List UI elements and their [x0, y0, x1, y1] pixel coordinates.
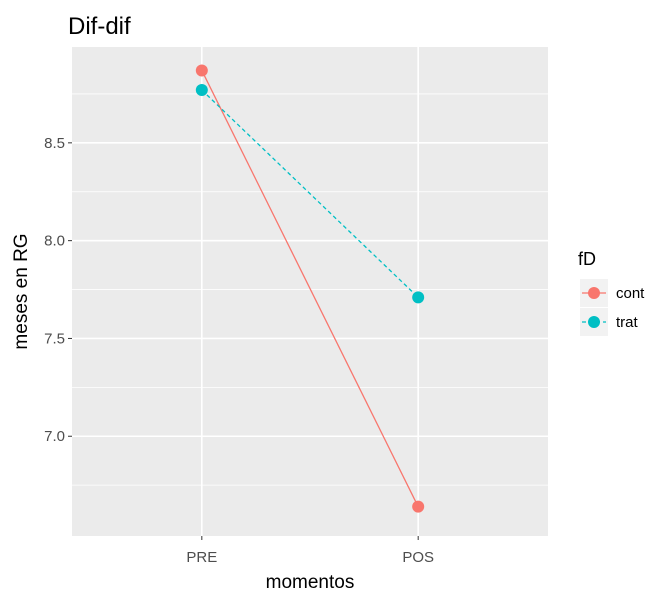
x-tick-label: PRE	[186, 549, 217, 566]
data-point-cont-pos	[412, 500, 425, 513]
y-tick-label: 7.0	[44, 428, 65, 445]
grid-major	[72, 47, 548, 536]
series-line-cont	[201, 70, 419, 507]
y-axis-title: meses en RG	[11, 233, 32, 349]
series-lines	[201, 70, 419, 507]
x-axis-title: momentos	[266, 572, 355, 593]
y-tick-label: 7.5	[44, 330, 65, 347]
legend-title: fD	[578, 249, 596, 269]
series-line-trat	[201, 89, 419, 298]
legend-dot-cont	[588, 287, 600, 299]
legend-items: cont trat	[580, 279, 645, 336]
chart-title: Dif-dif	[68, 13, 131, 40]
legend: fD cont trat	[578, 249, 645, 336]
y-tick-label: 8.0	[44, 233, 65, 250]
x-tick-label: POS	[402, 549, 434, 566]
y-axis-ticks: 7.0 7.5 8.0 8.5	[44, 135, 72, 445]
data-point-trat-pre	[195, 84, 208, 97]
x-axis-ticks: PRE POS	[186, 536, 434, 566]
legend-label-trat: trat	[616, 314, 639, 331]
legend-dot-trat	[588, 316, 600, 328]
data-point-cont-pre	[195, 64, 208, 77]
legend-label-cont: cont	[616, 285, 645, 302]
series-points	[195, 64, 425, 513]
y-tick-label: 8.5	[44, 135, 65, 152]
plot-panel	[72, 47, 548, 536]
data-point-trat-pos	[412, 291, 425, 304]
